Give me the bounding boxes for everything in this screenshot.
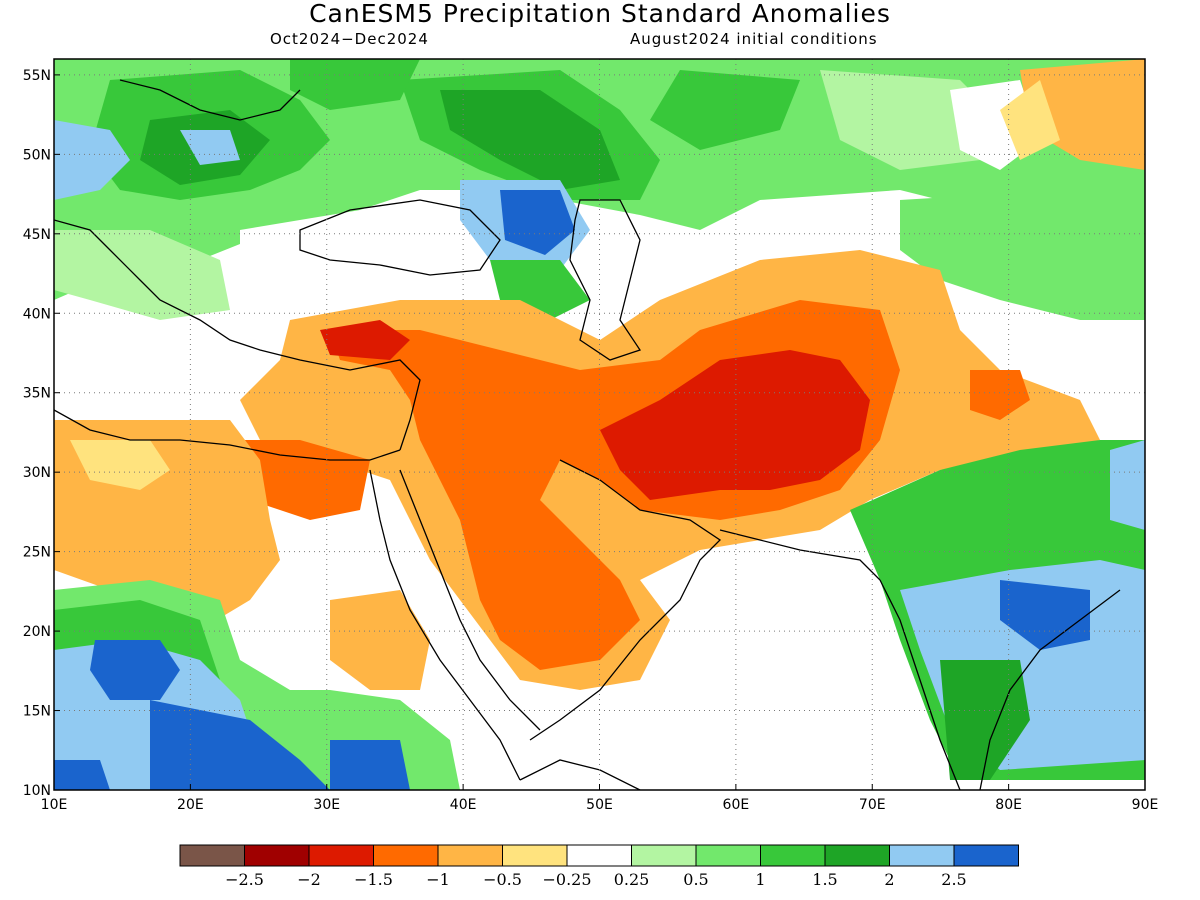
colorbar-swatch [566, 844, 632, 867]
lon-tick-label: 10E [41, 797, 68, 813]
europe-lightblue [54, 120, 130, 200]
iran-afghan-red [600, 350, 870, 500]
colorbar-swatch [179, 844, 245, 867]
map-title: CanESM5 Precipitation Standard Anomalies [309, 0, 891, 28]
sudan-blue [150, 700, 330, 790]
east-africa-coast [519, 759, 641, 790]
lat-tick-label: 50N [23, 147, 51, 163]
lat-tick-label: 35N [23, 386, 51, 402]
urals-green [650, 70, 800, 150]
lon-tick-label: 80E [995, 797, 1022, 813]
colorbar-swatch [760, 844, 826, 867]
scandinavia-green [290, 59, 420, 110]
colorbar-swatch [695, 844, 761, 867]
bengal-blue [1000, 580, 1090, 650]
colorbar-label: 2.5 [941, 870, 966, 889]
grid-lines [54, 59, 1145, 790]
mediterranean-palegreen [54, 230, 230, 320]
balkan-lightblue [180, 130, 240, 165]
northeast-india-lightblue [1110, 440, 1145, 530]
sahara-yellow [70, 440, 170, 490]
ethiopia-blue [330, 740, 410, 790]
colorbar-label: −1.5 [354, 870, 393, 889]
baltic-coast [119, 79, 301, 121]
india-west-coast [879, 579, 961, 790]
colorbar-label: 1 [755, 870, 765, 889]
lat-tick-label: 10N [23, 783, 51, 799]
chad-blue [90, 640, 180, 700]
caspian-sea [569, 199, 642, 361]
colorbar-swatch [502, 844, 568, 867]
colorbar-swatch [631, 844, 697, 867]
lon-tick-label: 50E [586, 797, 613, 813]
india-south-darkgreen [940, 660, 1030, 780]
lat-tick-label: 55N [23, 68, 51, 84]
colorbar-label: −2.5 [225, 870, 264, 889]
colorbar-label: −0.5 [483, 870, 522, 889]
india-east-coast [979, 589, 1121, 790]
lon-tick-label: 20E [177, 797, 204, 813]
colorbar: −2.5 −2 −1.5 −1 −0.5 −0.25 0.25 0.5 1 1.5 2 2.5 [179, 844, 1019, 889]
colorbar-label: −2 [297, 870, 321, 889]
colorbar-label: 0.25 [614, 870, 650, 889]
arabian-gulf-coast [529, 459, 722, 741]
colorbar-swatch [308, 844, 374, 867]
north-africa-coast [54, 409, 401, 461]
colorbar-swatch [437, 844, 503, 867]
colorbar-swatch [373, 844, 439, 867]
colorbar-swatch [824, 844, 890, 867]
lat-tick-label: 15N [23, 704, 51, 720]
turkey-red [320, 320, 410, 360]
colorbar-label: −1 [426, 870, 450, 889]
colorbar-swatch [889, 844, 955, 867]
pakistan-orange-spot [970, 370, 1030, 420]
colorbar-swatch [953, 844, 1019, 867]
lat-tick-label: 30N [23, 465, 51, 481]
lon-tick-label: 40E [450, 797, 477, 813]
northeast-yellow [1000, 80, 1060, 160]
red-sea-east-coast [399, 469, 541, 731]
lat-tick-label: 40N [23, 306, 51, 322]
coastlines [54, 79, 1121, 790]
east-central-green [900, 185, 1145, 320]
lon-tick-label: 30E [313, 797, 340, 813]
mediterranean-north-coast [54, 219, 421, 451]
colorbar-label: 0.5 [683, 870, 708, 889]
initial-conditions: August2024 initial conditions [630, 30, 878, 48]
red-sea-west-coast [369, 469, 521, 781]
lon-tick-label: 90E [1132, 797, 1159, 813]
longitude-axis: 10E 20E 30E 40E 50E 60E 70E 80E 90E [41, 784, 1159, 813]
colorbar-label: 1.5 [812, 870, 837, 889]
black-sea [299, 199, 501, 276]
colorbar-label: −0.25 [542, 870, 591, 889]
lon-tick-label: 60E [723, 797, 750, 813]
russia-darkgreen-core [440, 90, 620, 190]
west-africa-blue [54, 760, 110, 790]
colorbar-label: 2 [884, 870, 894, 889]
forecast-period: Oct2024−Dec2024 [270, 30, 429, 48]
colorbar-swatch [244, 844, 310, 867]
latitude-axis: 10N 15N 20N 25N 30N 35N 40N 45N 50N 55N [23, 68, 60, 799]
anatolia-white [240, 200, 470, 300]
caspian-blue [500, 190, 575, 255]
lat-tick-label: 45N [23, 227, 51, 243]
iran-pakistan-coast [719, 529, 881, 581]
lat-tick-label: 25N [23, 545, 51, 561]
lat-tick-label: 20N [23, 624, 51, 640]
lon-tick-label: 70E [859, 797, 886, 813]
sudan-lightorange [330, 590, 430, 690]
